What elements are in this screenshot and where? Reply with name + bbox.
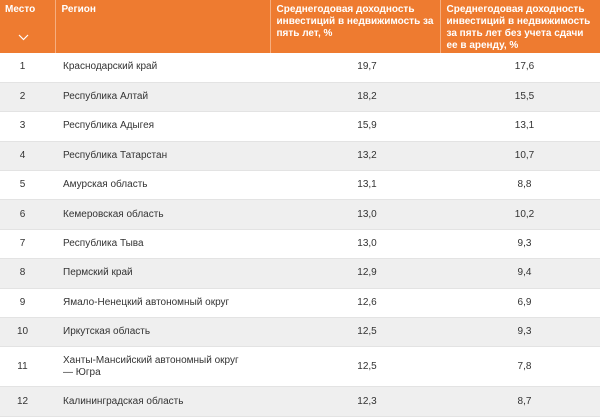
cell-region: Калининградская область	[55, 386, 270, 417]
cell-region: Иркутская область	[55, 317, 270, 348]
cell-yield-no-rent: 8,7	[440, 386, 600, 417]
cell-yield-total: 13,0	[270, 199, 440, 230]
cell-yield-total: 12,3	[270, 386, 440, 417]
cell-yield-no-rent: 13,1	[440, 111, 600, 142]
cell-place: 5	[0, 170, 55, 201]
cell-place: 4	[0, 141, 55, 172]
cell-region: Ямало-Ненецкий автономный округ	[55, 288, 270, 319]
cell-region: Республика Алтай	[55, 82, 270, 113]
cell-yield-total: 13,2	[270, 141, 440, 172]
chevron-down-icon[interactable]	[18, 34, 29, 43]
cell-yield-no-rent: 7,8	[440, 346, 600, 388]
cell-place: 7	[0, 229, 55, 260]
cell-place: 10	[0, 317, 55, 348]
cell-yield-total: 12,6	[270, 288, 440, 319]
table-body: 1 Краснодарский край 19,7 17,6 2 Республика А…	[0, 53, 600, 417]
cell-region: Ханты-Мансийский автономный округ — Югра	[55, 346, 270, 388]
cell-place: 2	[0, 82, 55, 113]
cell-place: 11	[0, 346, 55, 388]
column-header-region[interactable]: Регион	[54, 0, 270, 53]
table-row: 9 Ямало-Ненецкий автономный округ 12,6 6,9	[0, 288, 600, 319]
cell-yield-no-rent: 9,3	[440, 317, 600, 348]
cell-region: Пермский край	[55, 258, 270, 289]
cell-place: 12	[0, 386, 55, 417]
cell-region: Амурская область	[55, 170, 270, 201]
cell-place: 3	[0, 111, 55, 142]
cell-yield-total: 13,1	[270, 170, 440, 201]
cell-yield-no-rent: 15,5	[440, 82, 600, 113]
cell-region: Республика Адыгея	[55, 111, 270, 142]
cell-yield-total: 18,2	[270, 82, 440, 113]
column-header-place-label: Место	[5, 4, 36, 15]
table-row: 10 Иркутская область 12,5 9,3	[0, 317, 600, 348]
cell-yield-total: 19,7	[270, 53, 440, 83]
table-row: 8 Пермский край 12,9 9,4	[0, 258, 600, 289]
table-row: 3 Республика Адыгея 15,9 13,1	[0, 111, 600, 142]
cell-yield-no-rent: 17,6	[440, 53, 600, 83]
cell-yield-total: 12,5	[270, 317, 440, 348]
column-header-place[interactable]: Место	[0, 0, 55, 53]
cell-place: 1	[0, 53, 55, 83]
table-row: 6 Кемеровская область 13,0 10,2	[0, 199, 600, 230]
column-header-yield-no-rent[interactable]: Среднегодовая доходность инвестиций в не…	[439, 0, 600, 53]
cell-place: 9	[0, 288, 55, 319]
cell-region: Краснодарский край	[55, 53, 270, 83]
cell-yield-no-rent: 10,7	[440, 141, 600, 172]
cell-place: 8	[0, 258, 55, 289]
table-row: 12 Калининградская область 12,3 8,7	[0, 386, 600, 417]
cell-yield-no-rent: 8,8	[440, 170, 600, 201]
column-header-yield-total[interactable]: Среднегодовая доходность инвестиций в не…	[269, 0, 440, 53]
table-row: 5 Амурская область 13,1 8,8	[0, 170, 600, 201]
cell-yield-no-rent: 10,2	[440, 199, 600, 230]
cell-region: Республика Тыва	[55, 229, 270, 260]
table-row: 7 Республика Тыва 13,0 9,3	[0, 229, 600, 260]
cell-yield-no-rent: 9,3	[440, 229, 600, 260]
cell-yield-total: 13,0	[270, 229, 440, 260]
cell-yield-no-rent: 6,9	[440, 288, 600, 319]
cell-yield-total: 12,5	[270, 346, 440, 388]
table-header: Место Регион Среднегодовая доходность ин…	[0, 0, 600, 53]
cell-yield-total: 15,9	[270, 111, 440, 142]
cell-region: Республика Татарстан	[55, 141, 270, 172]
cell-region: Кемеровская область	[55, 199, 270, 230]
cell-yield-total: 12,9	[270, 258, 440, 289]
table-row: 1 Краснодарский край 19,7 17,6	[0, 53, 600, 83]
table-row: 2 Республика Алтай 18,2 15,5	[0, 82, 600, 113]
table-row: 4 Республика Татарстан 13,2 10,7	[0, 141, 600, 172]
cell-place: 6	[0, 199, 55, 230]
table-row: 11 Ханты-Мансийский автономный округ — Юг…	[0, 346, 600, 388]
cell-yield-no-rent: 9,4	[440, 258, 600, 289]
